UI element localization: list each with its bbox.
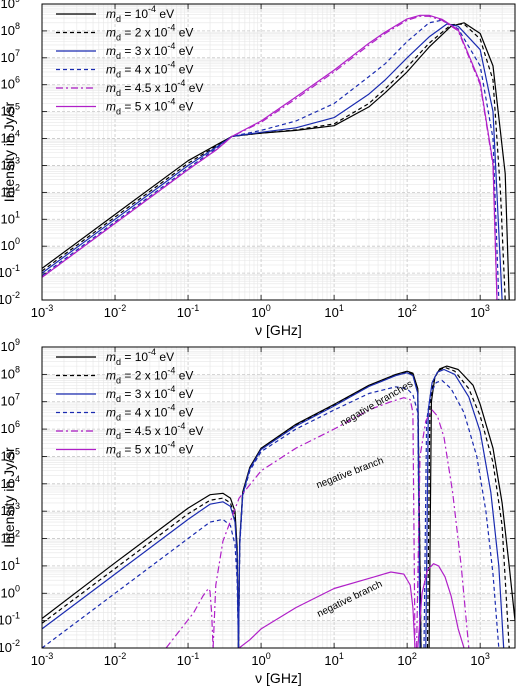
- y-tick-label: 100: [1, 236, 20, 253]
- series-line-6-segment-1: [238, 571, 416, 648]
- x-axis-label: ν [GHz]: [255, 322, 302, 338]
- legend-label: md = 10-4 eV: [106, 4, 174, 24]
- x-tick-label: 10-2: [104, 651, 126, 668]
- y-tick-label: 103: [1, 155, 20, 172]
- legend-label: md = 3 x 10-4 eV: [106, 384, 193, 404]
- series-group: [42, 14, 510, 300]
- y-tick-label: 10-2: [0, 638, 20, 655]
- y-tick-label: 105: [1, 446, 20, 463]
- legend-label: md = 4 x 10-4 eV: [106, 403, 193, 423]
- chart-panel-1: 10-3 10-2 10-1 100 101 102 103 10-2 10-1 100 101 10…: [0, 0, 516, 338]
- x-tick-label: 10-3: [31, 651, 53, 668]
- legend-label: md = 10-4 eV: [106, 347, 174, 367]
- series-line-5-segment-1: [165, 587, 214, 648]
- series-group: [42, 365, 515, 648]
- series-line-4-segment-3: [423, 379, 500, 648]
- legend-label: md = 2 x 10-4 eV: [106, 23, 193, 43]
- x-tick-label: 10-2: [104, 303, 126, 320]
- plot-frame: [41, 346, 516, 649]
- y-tick-label: 10-1: [0, 263, 20, 280]
- legend-label: md = 4 x 10-4 eV: [106, 60, 193, 80]
- series-line-3: [42, 23, 503, 300]
- x-tick-label: 10-1: [177, 651, 199, 668]
- x-tick-label: 10-1: [177, 303, 199, 320]
- x-tick-label: 100: [251, 651, 270, 668]
- legend-label: md = 5 x 10-4 eV: [106, 97, 193, 117]
- y-tick-label: 108: [1, 21, 20, 38]
- series-line-6-segment-2: [417, 563, 465, 648]
- series-line-1-segment-3: [428, 365, 515, 648]
- legend-label: md = 3 x 10-4 eV: [106, 41, 193, 61]
- plot-frame: [41, 3, 516, 301]
- y-tick-label: 109: [1, 337, 20, 354]
- x-tick-label: 100: [251, 303, 270, 320]
- x-tick-label: 103: [470, 303, 489, 320]
- y-tick-label: 102: [1, 529, 20, 546]
- chart-panel-2: 10-3 10-2 10-1 100 101 102 103 10-2 10-1 100 101 10…: [0, 337, 516, 686]
- y-tick-label: 101: [1, 556, 20, 573]
- legend-label: md = 4.5 x 10-4 eV: [106, 421, 203, 441]
- x-tick-label: 102: [397, 651, 416, 668]
- y-tick-label: 108: [1, 364, 20, 381]
- y-tick-label: 10-1: [0, 611, 20, 628]
- y-tick-label: 107: [1, 48, 20, 65]
- legend-label: md = 5 x 10-4 eV: [106, 440, 193, 460]
- x-tick-label: 103: [470, 651, 489, 668]
- series-line-3-segment-3: [425, 368, 505, 648]
- x-tick-label: 10-3: [31, 303, 53, 320]
- series-line-4: [42, 19, 500, 300]
- y-axis-label: Intensity in Jy/sr: [1, 447, 17, 548]
- series-line-6: [42, 14, 498, 300]
- x-tick-label: 102: [397, 303, 416, 320]
- y-tick-label: 104: [1, 129, 20, 146]
- y-tick-label: 105: [1, 102, 20, 119]
- grid: [41, 3, 515, 301]
- series-line-2: [42, 23, 506, 300]
- y-tick-label: 101: [1, 209, 20, 226]
- series-line-5-segment-2: [212, 397, 416, 648]
- legend-label: md = 2 x 10-4 eV: [106, 366, 193, 386]
- y-axis-label: Intensity in Jy/sr: [1, 101, 17, 202]
- y-tick-label: 109: [1, 0, 20, 11]
- series-line-1-segment-1: [42, 492, 240, 648]
- y-tick-label: 10-2: [0, 290, 20, 307]
- y-tick-label: 103: [1, 501, 20, 518]
- y-tick-label: 104: [1, 474, 20, 491]
- y-tick-label: 100: [1, 583, 20, 600]
- series-line-2-segment-3: [426, 366, 510, 648]
- grid: [41, 346, 515, 649]
- y-tick-label: 102: [1, 182, 20, 199]
- y-tick-label: 106: [1, 419, 20, 436]
- x-tick-label: 101: [324, 303, 343, 320]
- series-line-1: [42, 22, 510, 300]
- y-tick-label: 107: [1, 392, 20, 409]
- y-tick-label: 106: [1, 75, 20, 92]
- series-line-4-segment-1: [42, 518, 240, 648]
- series-line-3-segment-1: [42, 501, 240, 648]
- x-axis-label: ν [GHz]: [255, 670, 302, 686]
- series-line-5-segment-3: [416, 409, 470, 648]
- legend-label: md = 4.5 x 10-4 eV: [106, 78, 203, 98]
- x-tick-label: 101: [324, 651, 343, 668]
- series-line-3-segment-2: [237, 372, 421, 648]
